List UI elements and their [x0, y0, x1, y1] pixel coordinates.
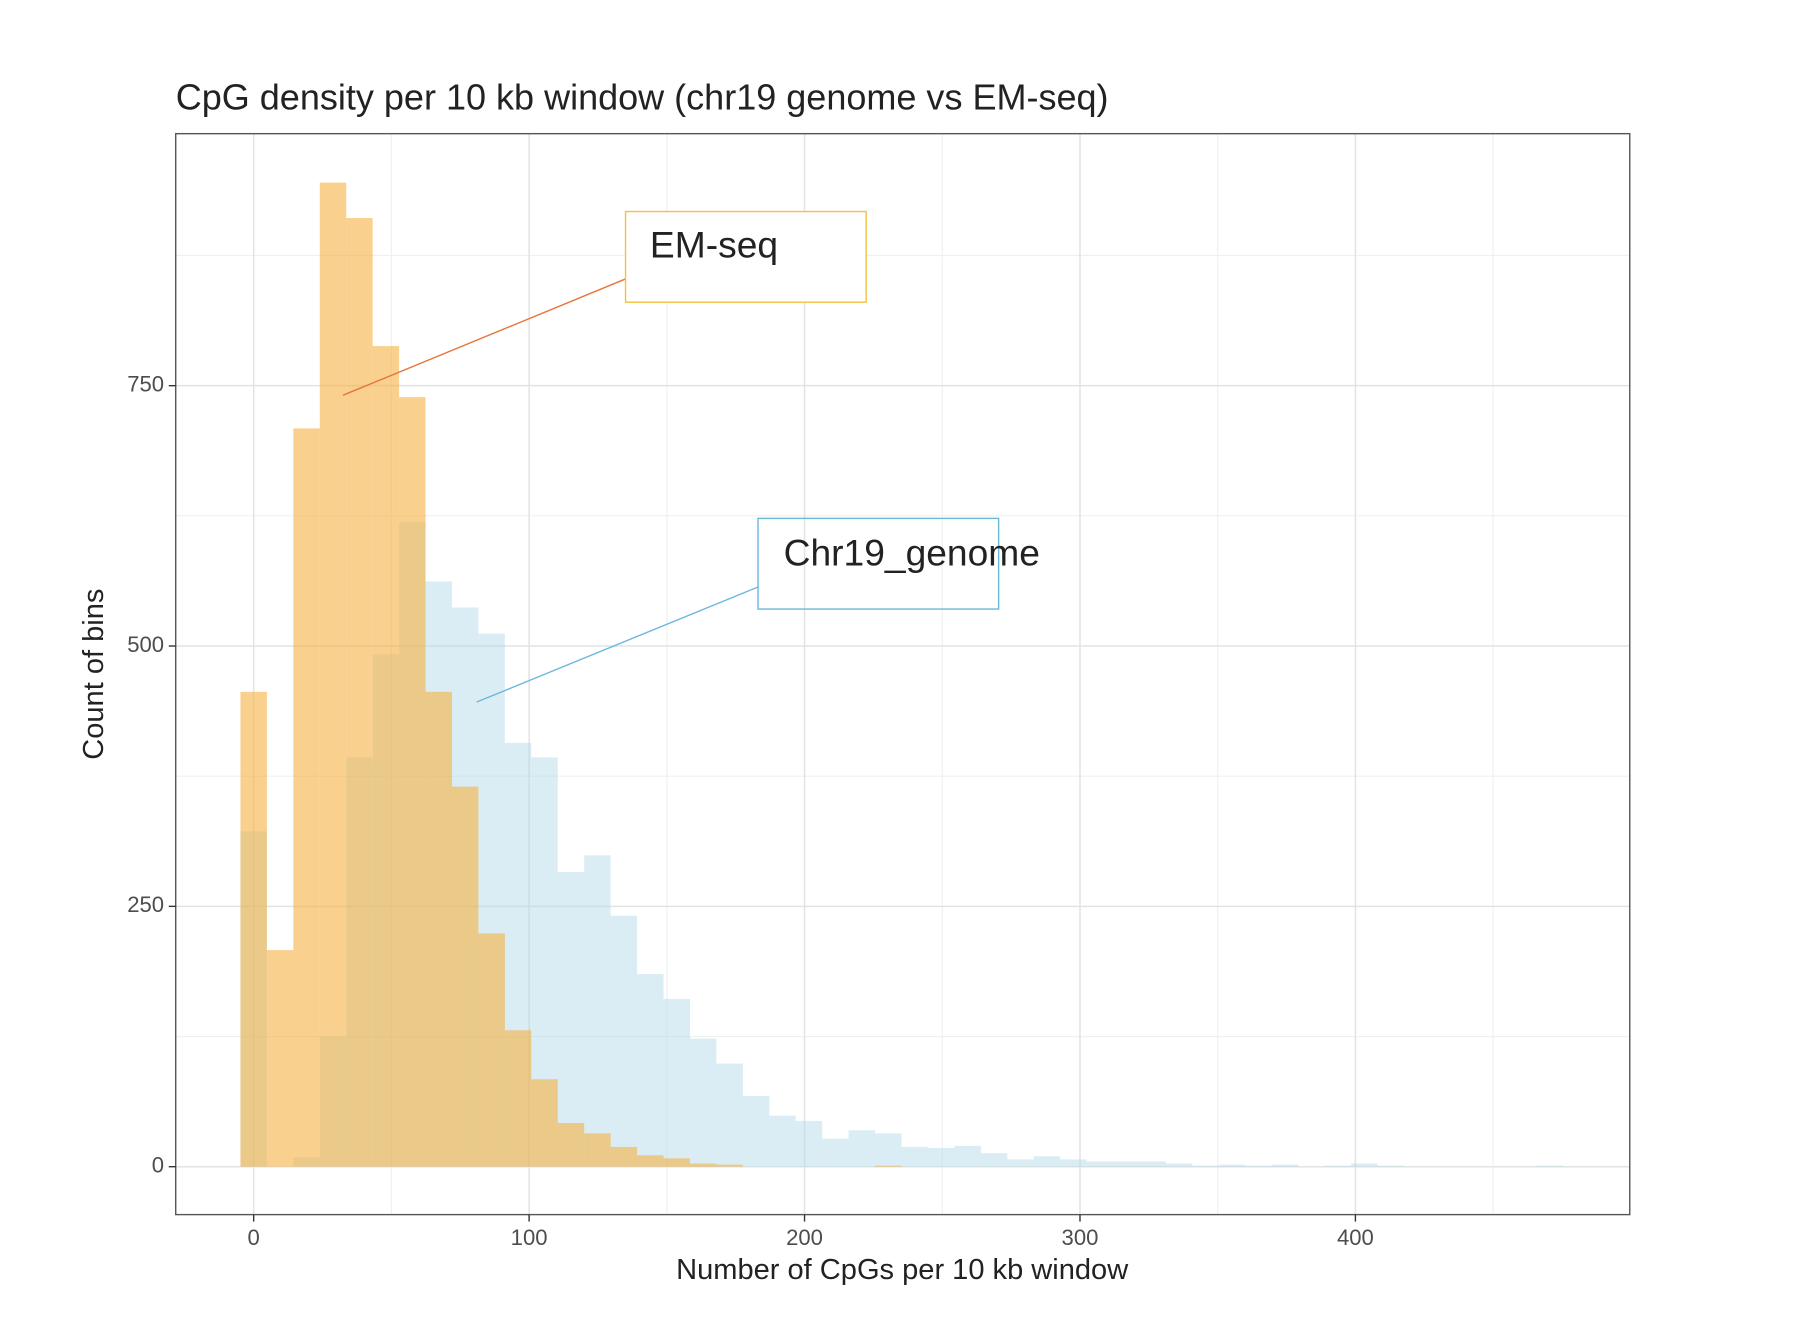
histogram-bar [901, 1146, 928, 1167]
histogram-bar [1271, 1164, 1299, 1167]
histogram-bar [1060, 1159, 1087, 1167]
histogram-bar [504, 1030, 532, 1167]
x-tick-label: 200 [786, 1225, 823, 1250]
histogram-bar [1086, 1161, 1114, 1167]
histogram-bar [795, 1120, 823, 1167]
histogram-bar [637, 1155, 664, 1167]
histogram-bar [848, 1130, 876, 1167]
x-tick-label: 400 [1337, 1225, 1374, 1250]
histogram-bar [425, 691, 452, 1167]
histogram-bar [822, 1138, 849, 1167]
histogram-bar [1007, 1159, 1034, 1167]
panel-border [175, 132, 1631, 1216]
annotation-leader [476, 586, 759, 703]
histogram-bar [716, 1164, 743, 1167]
histogram-bar [451, 786, 479, 1167]
histogram-bar [769, 1115, 796, 1167]
histogram-bar [689, 1038, 717, 1167]
histogram-bar [1033, 1156, 1061, 1167]
histogram-bar [478, 933, 505, 1167]
histogram-bar [689, 1163, 717, 1167]
histogram-bar [1245, 1165, 1272, 1167]
histogram-bar [1218, 1164, 1246, 1167]
histogram-bar [1377, 1165, 1404, 1167]
histogram-bar [584, 1133, 611, 1167]
histogram-bar [954, 1145, 981, 1167]
histogram-bar [663, 999, 690, 1167]
histogram-bar [875, 1165, 902, 1167]
histogram-bar [610, 915, 638, 1167]
histogram-bar [346, 218, 373, 1167]
x-tick-label: 100 [511, 1225, 548, 1250]
y-tick-label: 500 [127, 632, 164, 657]
plot-area [175, 133, 1630, 1215]
histogram-bar [980, 1153, 1008, 1167]
x-axis-label: Number of CpGs per 10 kb window [676, 1254, 1129, 1286]
histogram-bar [1113, 1161, 1140, 1167]
annotation-label: EM-seq [650, 223, 778, 265]
x-tick-label: 0 [248, 1225, 260, 1250]
histogram-bar [875, 1133, 902, 1167]
histogram-bar [240, 691, 267, 1167]
histogram-bar [927, 1147, 955, 1167]
histogram-bar [557, 871, 585, 1167]
histogram-bar [742, 1095, 770, 1167]
histogram-bar [716, 1063, 743, 1167]
y-tick-label: 750 [127, 372, 164, 397]
annotation-box [624, 210, 867, 303]
histogram-bar [663, 1158, 690, 1167]
x-tick-label: 300 [1062, 1225, 1099, 1250]
chart-title: CpG density per 10 kb window (chr19 geno… [176, 76, 1109, 117]
histogram-bar [1192, 1165, 1219, 1167]
histogram-bar [557, 1122, 585, 1167]
histogram-bar [610, 1146, 638, 1167]
histogram-bar [266, 950, 294, 1167]
histogram-bar [531, 1079, 558, 1167]
annotation-box [757, 517, 1000, 610]
annotation-leader [342, 278, 626, 396]
annotation-label: Chr19_genome [784, 531, 1040, 573]
histogram-bar [584, 855, 611, 1167]
histogram-bar [319, 182, 347, 1167]
histogram-bar [1165, 1163, 1193, 1167]
histogram-bar [399, 397, 426, 1167]
histogram-bar [372, 346, 400, 1167]
histogram-bar [1324, 1165, 1352, 1167]
y-tick-label: 250 [127, 892, 164, 917]
histogram-bar [1139, 1161, 1166, 1167]
y-tick-label: 0 [152, 1153, 164, 1178]
histogram-bar [637, 974, 664, 1167]
histogram-bar [1536, 1165, 1563, 1167]
y-axis-label: Count of bins [78, 589, 110, 760]
histogram-bar [1351, 1163, 1378, 1167]
histogram-bar [293, 428, 320, 1167]
